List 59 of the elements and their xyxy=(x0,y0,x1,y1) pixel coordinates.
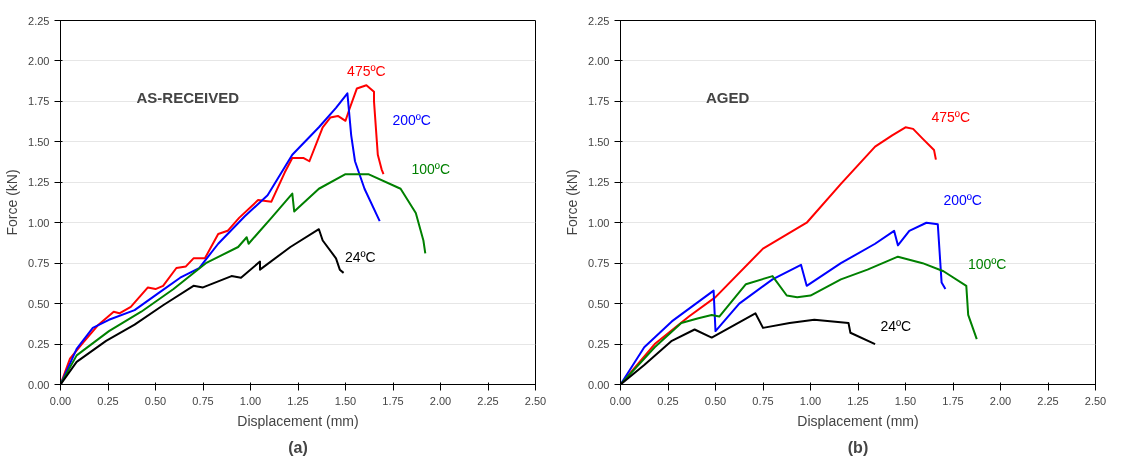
line-series xyxy=(620,221,947,385)
series-label: 475ºC xyxy=(347,63,386,80)
x-tick-label: 1.50 xyxy=(894,394,917,407)
x-tick-label: 2.50 xyxy=(524,394,547,407)
x-tick-label: 2.00 xyxy=(429,394,452,407)
text: (a) xyxy=(288,438,308,456)
y-tick-label: 1.25 xyxy=(588,176,610,189)
series-label: 24ºC xyxy=(344,249,376,266)
y-tick-label: 1.00 xyxy=(588,216,610,229)
x-axis-title: Displacement (mm) xyxy=(797,412,919,429)
x-tick-label: 1.25 xyxy=(847,394,869,407)
annotation: AGED xyxy=(706,89,750,107)
y-tick-label: 1.00 xyxy=(28,216,50,229)
y-tick-label: 0.75 xyxy=(588,257,610,270)
x-tick-label: 1.00 xyxy=(799,394,822,407)
y-axis-title: Force (kN) xyxy=(4,169,21,236)
y-tick-label: 1.75 xyxy=(28,95,50,108)
x-axis-title: Displacement (mm) xyxy=(237,412,359,429)
x-tick-label: 1.75 xyxy=(382,394,404,407)
y-tick-label: 0.75 xyxy=(28,257,50,270)
x-tick-label: 0.25 xyxy=(97,394,119,407)
x-tick-label: 0.50 xyxy=(144,394,167,407)
y-tick-label: 0.00 xyxy=(588,378,610,391)
x-tick-label: 1.50 xyxy=(334,394,357,407)
y-tick-label: 2.00 xyxy=(28,54,50,67)
x-tick-label: 1.25 xyxy=(287,394,309,407)
y-tick-label: 2.25 xyxy=(28,14,50,27)
x-tick-label: 1.00 xyxy=(239,394,262,407)
text: 200ºC xyxy=(392,112,431,129)
x-tick-label: 2.00 xyxy=(989,394,1012,407)
x-tick-label: 0.50 xyxy=(704,394,727,407)
x-tick-label: 2.25 xyxy=(477,394,499,407)
y-tick-label: 2.00 xyxy=(588,54,610,67)
annotation: AS-RECEIVED xyxy=(136,89,240,107)
series-label: 475ºC xyxy=(931,109,971,126)
y-tick-label: 0.00 xyxy=(28,378,50,391)
series-label: 100ºC xyxy=(411,161,451,178)
x-tick-label: 0.00 xyxy=(609,394,632,407)
x-tick-label: 2.25 xyxy=(1037,394,1059,407)
series-label: 24ºC xyxy=(880,318,912,335)
y-tick-label: 2.25 xyxy=(588,14,610,27)
y-tick-label: 0.50 xyxy=(588,297,610,310)
y-tick-label: 1.50 xyxy=(588,135,610,148)
y-tick-label: 1.50 xyxy=(28,135,50,148)
x-tick-label: 0.00 xyxy=(49,394,72,407)
y-tick-label: 0.25 xyxy=(588,338,610,351)
x-tick-label: 2.50 xyxy=(1084,394,1107,407)
x-tick-label: 1.75 xyxy=(942,394,964,407)
series-label: 100ºC xyxy=(967,255,1007,272)
y-tick-label: 0.50 xyxy=(28,297,50,310)
series-label: 200ºC xyxy=(943,191,982,208)
y-tick-label: 0.25 xyxy=(28,338,50,351)
x-tick-label: 0.75 xyxy=(192,394,214,407)
x-tick-label: 0.75 xyxy=(752,394,774,407)
x-tick-label: 0.25 xyxy=(657,394,679,407)
y-tick-label: 1.25 xyxy=(28,176,50,189)
text: (b) xyxy=(847,438,869,456)
y-tick-label: 1.75 xyxy=(588,95,610,108)
y-axis-title: Force (kN) xyxy=(564,169,581,236)
